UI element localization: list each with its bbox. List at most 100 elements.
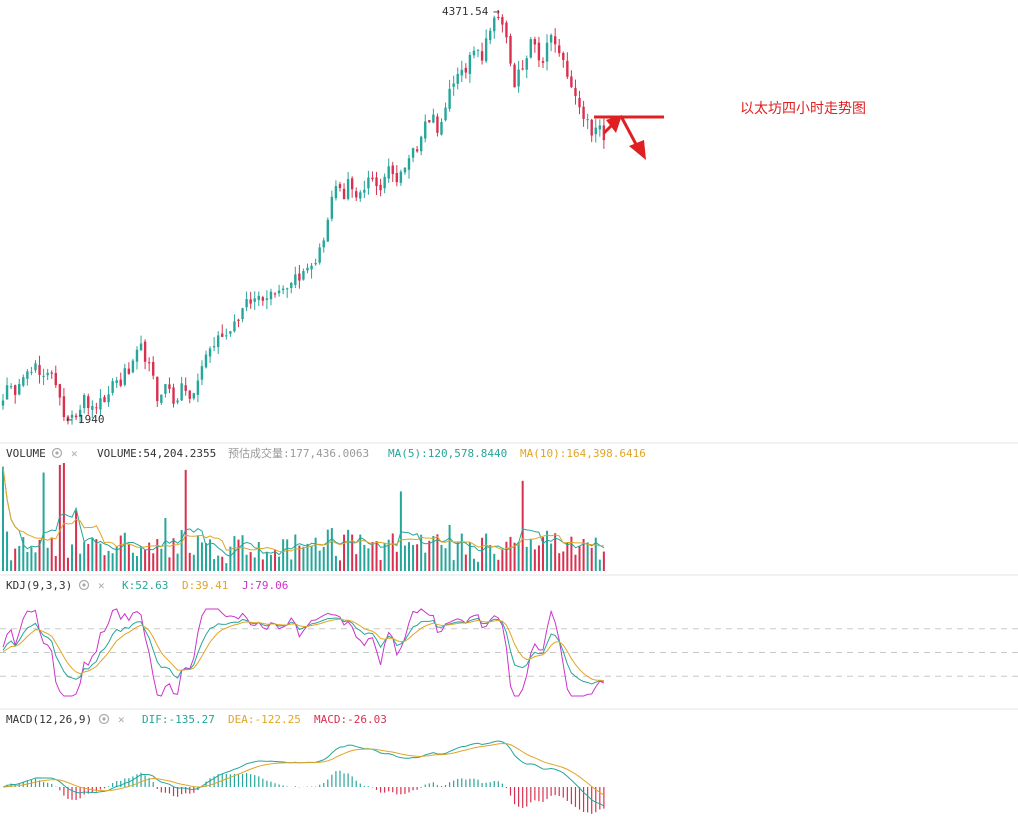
candle-body xyxy=(265,298,269,301)
volume-bar xyxy=(574,554,577,571)
volume-bar xyxy=(66,557,69,571)
candle-body xyxy=(350,178,354,190)
candle-body xyxy=(34,363,37,371)
volume-bar xyxy=(440,544,443,571)
kdj-j-label: J:79.06 xyxy=(242,579,288,592)
candle-body xyxy=(448,88,451,109)
volume-bar xyxy=(472,558,475,571)
volume-bar xyxy=(509,536,512,571)
volume-bar xyxy=(367,548,370,571)
volume-bar xyxy=(460,533,463,571)
kdj-d-line xyxy=(2,618,604,682)
candle-body xyxy=(497,17,500,19)
candle-body xyxy=(229,331,232,334)
volume-bar xyxy=(188,552,191,571)
volume-bar xyxy=(355,554,358,571)
volume-bar xyxy=(485,533,488,571)
volume-bar xyxy=(168,557,171,571)
volume-bar xyxy=(103,555,106,571)
volume-ma10-line xyxy=(2,466,604,553)
candle-body xyxy=(342,188,346,200)
candle-body xyxy=(192,393,196,399)
candle-body xyxy=(237,319,240,321)
candle-body xyxy=(338,184,342,189)
volume-bar xyxy=(148,542,151,571)
macd-dif-label: DIF:-135.27 xyxy=(142,713,215,726)
volume-bar xyxy=(598,559,601,571)
volume-bar xyxy=(525,546,528,571)
candle-body xyxy=(269,291,273,300)
volume-bar xyxy=(184,469,187,571)
candle-body xyxy=(135,349,139,362)
candle-body xyxy=(517,69,520,87)
volume-bar xyxy=(290,559,293,571)
macd-dea-label: DEA:-122.25 xyxy=(228,713,301,726)
volume-bar xyxy=(343,534,346,571)
kdj-settings-icon[interactable] xyxy=(78,579,90,591)
volume-bar xyxy=(387,539,390,571)
candle-body xyxy=(574,88,577,96)
volume-bar xyxy=(257,542,260,571)
candle-body xyxy=(38,364,41,375)
volume-bar xyxy=(375,541,378,571)
volume-bar xyxy=(481,537,484,571)
candle-body xyxy=(277,290,281,294)
volume-settings-icon[interactable] xyxy=(51,447,63,459)
volume-bar xyxy=(428,540,431,571)
candle-body xyxy=(241,308,244,320)
volume-bar xyxy=(34,552,37,571)
volume-bar xyxy=(424,552,427,571)
candle-body xyxy=(428,120,431,123)
volume-bar xyxy=(131,552,134,571)
volume-bar xyxy=(330,528,333,571)
volume-bar xyxy=(298,545,301,571)
macd-dea-line xyxy=(2,742,605,796)
candle-body xyxy=(330,196,334,219)
volume-bar xyxy=(22,537,25,571)
volume-bar xyxy=(489,544,492,571)
volume-bar xyxy=(432,535,435,571)
volume-bar xyxy=(338,560,341,571)
candle-body xyxy=(103,396,106,403)
candle-body xyxy=(529,39,532,58)
volume-bar xyxy=(546,530,549,571)
macd-dif-line xyxy=(2,740,605,807)
candle-body xyxy=(216,335,220,347)
candle-body xyxy=(176,400,179,403)
candle-body xyxy=(5,385,9,400)
volume-bar xyxy=(416,544,419,571)
candle-body xyxy=(147,362,151,364)
candle-body xyxy=(452,83,455,87)
macd-settings-icon[interactable] xyxy=(98,713,110,725)
down-arrow-head xyxy=(629,140,646,160)
candle-body xyxy=(419,136,423,152)
volume-bar xyxy=(456,542,459,571)
candle-body xyxy=(460,69,463,76)
candle-body xyxy=(30,371,33,373)
volume-bar xyxy=(391,533,394,571)
candle-body xyxy=(505,22,508,38)
candle-body xyxy=(115,380,118,384)
candle-body xyxy=(286,288,289,290)
volume-bar xyxy=(205,543,207,571)
candle-body xyxy=(367,177,370,189)
macd-title: MACD(12,26,9) xyxy=(6,713,92,726)
volume-bar xyxy=(269,554,272,571)
candle-body xyxy=(537,42,541,61)
candle-body xyxy=(407,158,411,170)
volume-close-icon[interactable]: ✕ xyxy=(71,447,78,460)
volume-bar xyxy=(18,545,21,571)
candle-body xyxy=(590,119,593,136)
volume-bar xyxy=(403,545,406,571)
volume-bar xyxy=(87,543,90,571)
candle-body xyxy=(306,267,309,271)
volume-bar xyxy=(111,553,114,571)
kdj-close-icon[interactable]: ✕ xyxy=(98,579,105,592)
candle-body xyxy=(391,165,394,175)
low-arrow-glyph: ← xyxy=(66,413,73,426)
volume-bar xyxy=(533,549,536,571)
candle-body xyxy=(387,166,390,179)
macd-close-icon[interactable]: ✕ xyxy=(118,713,125,726)
candle-body xyxy=(95,407,98,409)
